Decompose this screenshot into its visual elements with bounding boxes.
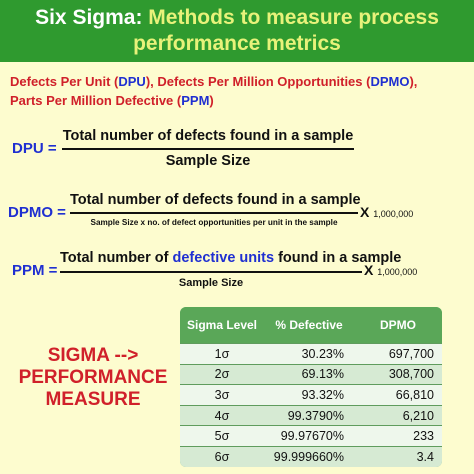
ppm-numerator-highlight: defective units <box>172 250 275 266</box>
cell-sigma-level: 5σ <box>214 429 230 444</box>
cell-dpmo: 233 <box>413 429 434 444</box>
cell-dpmo: 697,700 <box>388 346 434 361</box>
sigma-label-line-1: SIGMA --> <box>47 345 139 366</box>
header-prefix: Six Sigma: <box>35 6 143 29</box>
cell-sigma-level: 3σ <box>214 387 230 402</box>
cell-percent-defective: 99.97670% <box>280 429 344 444</box>
dpu-lhs: DPU = <box>12 140 57 157</box>
intro-dpmo: DPMO <box>370 74 410 89</box>
dpu-numerator: Total number of defects found in a sampl… <box>62 128 354 144</box>
intro-part-3: ), <box>409 74 418 89</box>
intro-part-5: ) <box>209 93 214 108</box>
sigma-label-line-3: MEASURE <box>45 389 141 410</box>
dpmo-multiplier: X 1,000,000 <box>360 204 413 220</box>
cell-percent-defective: 69.13% <box>301 367 344 382</box>
intro-part-2: ), Defects Per Million Opportunities ( <box>145 74 371 89</box>
table-row: 1σ 30.23% 697,700 <box>180 343 442 364</box>
ppm-numerator: Total number of defective units found in… <box>60 250 401 266</box>
page-header: Six Sigma: Methods to measure process pe… <box>0 0 474 62</box>
table-row: 2σ 69.13% 308,700 <box>180 363 442 385</box>
dpmo-lhs: DPMO = <box>8 204 66 221</box>
dpmo-denominator: Sample Size x no. of defect opportunitie… <box>90 218 338 227</box>
header-dpmo: DPMO <box>380 318 416 332</box>
dpu-denominator: Sample Size <box>165 153 251 169</box>
table-row: 4σ 99.3790% 6,210 <box>180 404 442 426</box>
header-sigma-level: Sigma Level <box>186 318 258 332</box>
cell-percent-defective: 99.999660% <box>273 449 344 464</box>
cell-dpmo: 66,810 <box>395 387 434 402</box>
intro-part-4: Parts Per Million Defective ( <box>10 93 182 108</box>
intro-dpu: DPU <box>118 74 146 89</box>
table-row: 6σ 99.999660% 3.4 <box>180 445 442 467</box>
ppm-numerator-pre: Total number of <box>60 250 173 266</box>
ppm-multiplier: X 1,000,000 <box>364 262 417 278</box>
table-row: 3σ 93.32% 66,810 <box>180 384 442 405</box>
sigma-label-line-2: PERFORMANCE <box>18 367 168 388</box>
ppm-multiplier-value: 1,000,000 <box>377 267 418 277</box>
header-line-2: performance metrics <box>133 32 341 55</box>
table-row: 5σ 99.97670% 233 <box>180 425 442 446</box>
intro-ppm: PPM <box>181 93 210 108</box>
ppm-multiplier-x: X <box>364 262 374 278</box>
ppm-numerator-post: found in a sample <box>274 250 402 266</box>
dpmo-fraction-bar <box>70 212 358 214</box>
ppm-lhs: PPM = <box>12 262 58 279</box>
dpmo-numerator: Total number of defects found in a sampl… <box>70 192 361 208</box>
dpmo-multiplier-x: X <box>360 204 370 220</box>
cell-sigma-level: 6σ <box>214 449 230 464</box>
dpmo-multiplier-value: 1,000,000 <box>373 209 414 219</box>
intro-text: Defects Per Unit (DPU), Defects Per Mill… <box>10 72 470 110</box>
cell-sigma-level: 4σ <box>214 408 230 423</box>
sigma-table: Sigma Level % Defective DPMO 1σ 30.23% 6… <box>180 307 442 467</box>
ppm-denominator: Sample Size <box>178 277 244 289</box>
header-percent-defective: % Defective <box>275 318 343 332</box>
header-line-1: Six Sigma: Methods to measure process <box>0 5 474 31</box>
table-header-row: Sigma Level % Defective DPMO <box>180 307 442 343</box>
sigma-performance-label: SIGMA --> PERFORMANCE MEASURE <box>8 345 178 411</box>
cell-percent-defective: 30.23% <box>301 346 344 361</box>
cell-sigma-level: 2σ <box>214 367 230 382</box>
header-title-rest: Methods to measure process <box>142 6 439 29</box>
intro-part-1: Defects Per Unit ( <box>10 74 119 89</box>
cell-sigma-level: 1σ <box>214 346 230 361</box>
cell-dpmo: 308,700 <box>388 367 434 382</box>
ppm-fraction-bar <box>60 271 362 273</box>
cell-dpmo: 3.4 <box>416 449 434 464</box>
cell-dpmo: 6,210 <box>402 408 434 423</box>
dpu-fraction-bar <box>62 148 354 150</box>
cell-percent-defective: 99.3790% <box>287 408 344 423</box>
cell-percent-defective: 93.32% <box>301 387 344 402</box>
